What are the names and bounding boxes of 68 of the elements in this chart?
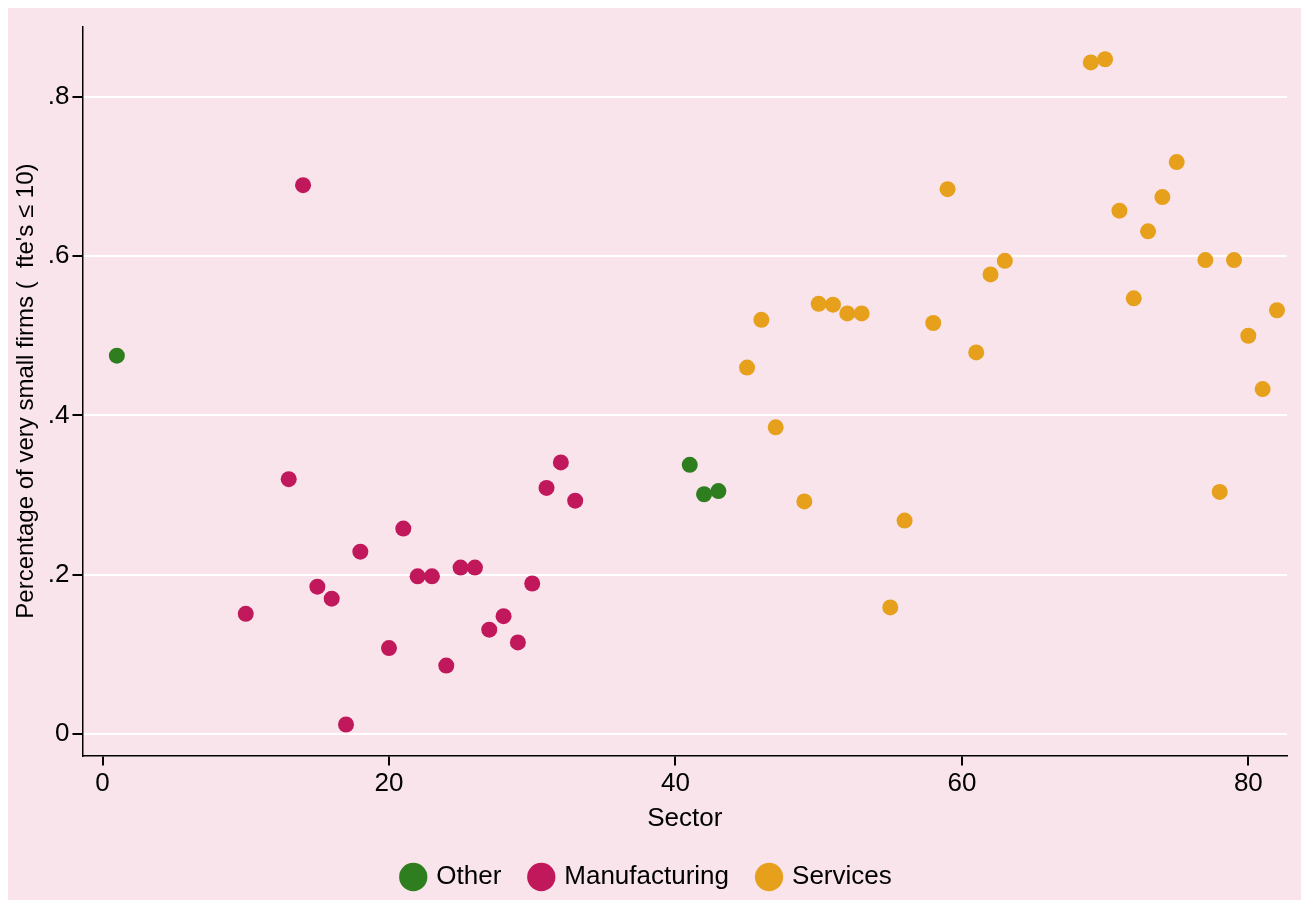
point <box>423 568 440 585</box>
point <box>1097 51 1114 68</box>
point <box>696 486 713 503</box>
point <box>839 305 856 322</box>
point <box>824 296 841 313</box>
point <box>710 483 727 500</box>
point <box>524 575 541 592</box>
point <box>1240 327 1257 344</box>
point <box>309 578 326 595</box>
point <box>810 295 827 312</box>
legend-label: Services <box>792 860 892 891</box>
point <box>1125 290 1142 307</box>
point <box>552 454 569 471</box>
legend-label: Manufacturing <box>564 860 730 891</box>
y-tick-label: .4 <box>47 398 70 429</box>
point <box>1254 381 1271 398</box>
point <box>896 512 913 529</box>
x-tick-label: 60 <box>947 767 977 798</box>
point <box>495 608 512 625</box>
point <box>323 590 340 607</box>
point <box>1211 483 1228 500</box>
x-tick-label: 0 <box>95 767 110 798</box>
point <box>380 640 397 657</box>
point <box>681 456 698 473</box>
point <box>1197 252 1214 269</box>
point <box>1111 202 1128 219</box>
point <box>767 419 784 436</box>
y-tick-label: 0 <box>55 717 70 748</box>
point <box>882 599 899 616</box>
point <box>925 314 942 331</box>
x-tick-label: 20 <box>374 767 404 798</box>
point <box>939 181 956 198</box>
point <box>1140 223 1157 240</box>
x-axis-title: Sector <box>647 801 723 832</box>
x-tick-label: 40 <box>660 767 690 798</box>
point <box>538 479 555 496</box>
point <box>968 344 985 361</box>
point <box>982 266 999 283</box>
y-tick-label: .6 <box>47 239 70 270</box>
point <box>409 568 426 585</box>
point <box>1226 252 1243 269</box>
point <box>739 359 756 376</box>
y-tick-label: .2 <box>47 557 70 588</box>
point <box>1168 154 1185 171</box>
point <box>438 657 455 674</box>
point <box>108 347 125 364</box>
y-axis-title: Percentage of very small firms ( fte's ≤ 10) <box>11 163 39 619</box>
point <box>796 493 813 510</box>
point <box>338 716 355 733</box>
point <box>466 559 483 576</box>
point <box>452 559 469 576</box>
point <box>395 520 412 537</box>
point <box>996 252 1013 269</box>
point <box>237 605 254 622</box>
legend-label: Other <box>436 860 502 891</box>
point <box>567 492 584 509</box>
point <box>509 634 526 651</box>
point <box>753 311 770 328</box>
point <box>352 543 369 560</box>
point <box>280 471 297 488</box>
point <box>295 177 312 194</box>
point <box>1268 302 1285 319</box>
point <box>853 305 870 322</box>
y-tick-label: .8 <box>47 79 70 110</box>
point <box>1154 189 1171 206</box>
point <box>1082 54 1099 71</box>
x-tick-label: 80 <box>1233 767 1263 798</box>
point <box>481 621 498 638</box>
